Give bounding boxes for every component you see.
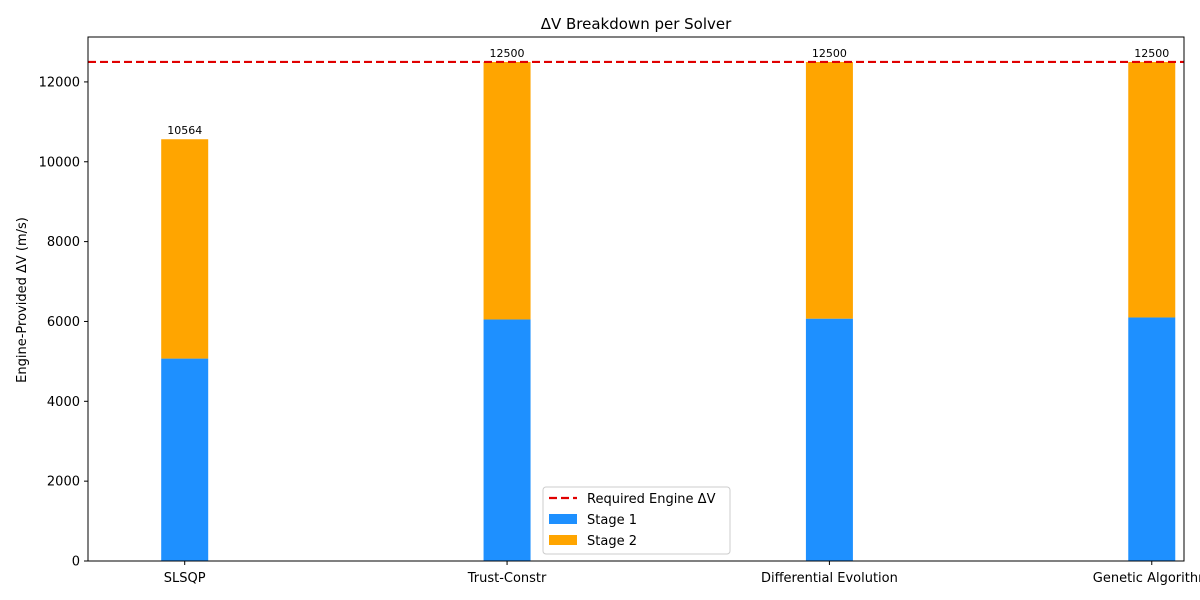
bar-stage-2 bbox=[483, 61, 531, 320]
x-tick-label: Genetic Algorithm bbox=[1093, 571, 1200, 586]
bar-total-label: 12500 bbox=[1134, 47, 1169, 60]
legend-label: Stage 2 bbox=[587, 534, 637, 549]
bar-stage-2 bbox=[805, 61, 853, 319]
chart-title: ΔV Breakdown per Solver bbox=[541, 15, 732, 33]
legend-label: Required Engine ΔV bbox=[587, 492, 716, 507]
bar-stage-1 bbox=[805, 318, 853, 561]
plot-area: 10564 SLSQP 12500 Trust-Constr 12500 Differen… bbox=[39, 36, 1200, 586]
legend: Required Engine ΔV Stage 1 Stage 2 bbox=[542, 486, 731, 555]
y-tick-label: 8000 bbox=[47, 235, 80, 250]
bar-stage-2 bbox=[161, 139, 209, 359]
y-tick-label: 12000 bbox=[39, 75, 80, 90]
y-tick-label: 6000 bbox=[47, 315, 80, 330]
y-tick-label: 10000 bbox=[39, 155, 80, 170]
legend-swatch-stage-2 bbox=[549, 535, 577, 545]
bar-total-label: 12500 bbox=[812, 47, 847, 60]
bar-stage-1 bbox=[1128, 317, 1176, 561]
y-axis-label: Engine-Provided ΔV (m/s) bbox=[15, 217, 30, 383]
axes-frame bbox=[87, 36, 1185, 562]
y-tick-label: 2000 bbox=[47, 475, 80, 490]
x-tick-label: Trust-Constr bbox=[467, 571, 547, 586]
bar-stage-1 bbox=[483, 319, 531, 561]
legend-box bbox=[542, 486, 731, 555]
bar-total-label: 12500 bbox=[490, 47, 525, 60]
bar-stage-1 bbox=[161, 358, 209, 561]
legend-label: Stage 1 bbox=[587, 513, 637, 528]
x-tick-label: SLSQP bbox=[164, 571, 206, 586]
bar-stage-2 bbox=[1128, 61, 1176, 318]
bar-total-label: 10564 bbox=[167, 124, 202, 137]
legend-swatch-stage-1 bbox=[549, 514, 577, 524]
x-tick-label: Differential Evolution bbox=[761, 571, 898, 586]
y-tick-label: 0 bbox=[72, 555, 80, 570]
y-tick-label: 4000 bbox=[47, 395, 80, 410]
